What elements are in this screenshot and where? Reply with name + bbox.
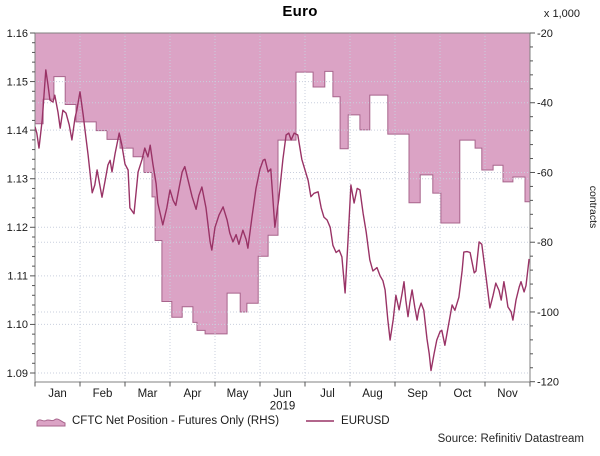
x-year-label: 2019 (270, 401, 296, 413)
eurusd-line (35, 69, 530, 372)
y-right-tick-label: -100 (537, 307, 559, 319)
x-month-label: Jul (320, 388, 335, 400)
cftc-net-position-area (35, 33, 530, 335)
y-right-tick-label: -20 (537, 28, 553, 40)
x-month-label: May (227, 388, 249, 400)
y-left-tick-label: 1.12 (7, 222, 28, 234)
y-right-tick-label: -60 (537, 167, 553, 179)
y-left-tick-label: 1.10 (7, 319, 28, 331)
chart-title: Euro (282, 3, 318, 20)
x-month-label: Jan (48, 388, 67, 400)
x-month-label: Oct (454, 388, 473, 400)
x-month-label: Aug (362, 388, 382, 400)
line-swatch-icon (306, 420, 335, 422)
y-left-tick-label: 1.11 (7, 271, 28, 283)
legend-label-cftc: CFTC Net Position - Futures Only (RHS) (72, 415, 280, 427)
y-right-tick-label: -40 (537, 98, 553, 110)
y-left-tick-label: 1.16 (7, 28, 28, 40)
x-month-label: Sep (407, 388, 427, 400)
y-right-tick-label: -80 (537, 237, 553, 249)
y-left-tick-label: 1.09 (7, 368, 28, 380)
plot-svg: 1.09 1.10 1.11 1.12 1.13 1.14 1.15 1.16 -20 -40 -6… (7, 8, 599, 413)
legend: CFTC Net Position - Futures Only (RHS) E… (36, 415, 390, 427)
y-right-axis-label: contracts (587, 186, 599, 229)
x-month-label: Apr (184, 388, 202, 400)
y-right-unit-label: x 1,000 (544, 8, 580, 20)
x-month-label: Nov (497, 388, 518, 400)
x-month-label: Feb (93, 388, 113, 400)
y-left-tick-label: 1.14 (7, 125, 28, 137)
area-swatch-icon (36, 418, 66, 427)
y-left-tick-label: 1.15 (7, 76, 28, 88)
x-month-label: Mar (138, 388, 158, 400)
source-text: Source: Refinitiv Datastream (437, 433, 584, 445)
y-right-tick-label: -120 (537, 377, 559, 389)
legend-item-eurusd: EURUSD (305, 415, 390, 427)
legend-item-cftc: CFTC Net Position - Futures Only (RHS) (36, 415, 279, 427)
y-left-tick-label: 1.13 (7, 174, 28, 186)
x-month-label: Jun (273, 388, 292, 400)
legend-label-eurusd: EURUSD (341, 415, 390, 427)
